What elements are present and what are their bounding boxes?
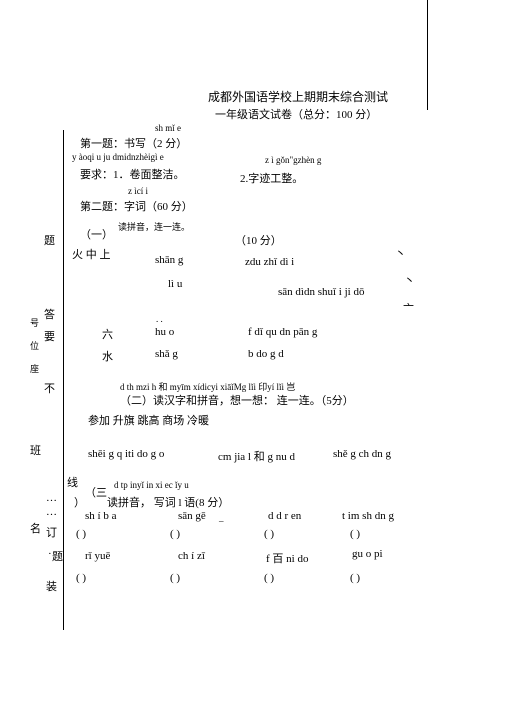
q1-py: sh mǐ e (155, 123, 181, 133)
p1-r3a: 六 (102, 326, 113, 342)
q1-req2: 2.字迹工整。 (240, 170, 303, 186)
p3-r2b: ch í zī (178, 550, 205, 562)
side-ming: 名 (30, 520, 41, 536)
side-ban: 班 (30, 442, 41, 458)
p1-py: 读拼音，连一连。 (118, 220, 190, 233)
p3-r1b-ul: _ (219, 513, 224, 523)
p1-r4b: shǎ g (155, 348, 178, 360)
q2-py: z ìcí i (128, 186, 148, 196)
p1-r4c: b do g d (248, 348, 284, 360)
p2-label: （二）读汉字和拼音，想一想： 连一连。（5分） (120, 392, 354, 408)
side-da: 答 (44, 306, 55, 322)
p1-r3b: hu o (155, 326, 174, 338)
title-2: 一年级语文试卷（总分：100 分） (215, 106, 377, 122)
side-ding: 订 (46, 524, 57, 540)
binding-line (63, 130, 64, 630)
q1-req1: 要求：1．卷面整洁。 (80, 166, 185, 182)
p1-r4a: 水 (102, 348, 113, 364)
p1-r2c: sān dìdn shuǐ i ji dō (278, 286, 364, 298)
q1-py2: y àoqi u ju dmidnzhèigì e (72, 152, 164, 162)
p3-r2a: rǐ yuē (85, 550, 110, 562)
p1-r1b: shān g (155, 254, 183, 266)
side-dots2: … (46, 506, 57, 518)
p1-r3c: f dǐ qu dn pān g (248, 326, 317, 338)
p1-label: （一） (80, 226, 113, 242)
side-bu: 不 (44, 380, 55, 396)
p3-p4: ( ) (350, 528, 360, 540)
p3-p6: ( ) (170, 572, 180, 584)
p1-tick2: 丶 (404, 272, 415, 288)
p3-label: （三 (85, 484, 107, 500)
p1-tick3: 亠 (403, 300, 414, 316)
p3-p7: ( ) (264, 572, 274, 584)
q1-py3: z ì gǒn"gzhèn g (265, 155, 321, 165)
p2-words: 参加 升旗 跳高 商场 冷暖 (88, 412, 209, 428)
p1-pts: （10 分） (235, 232, 282, 248)
p3-r2c: f 百 ni do (266, 550, 308, 566)
q1-label: 第一题：书写（2 分） (80, 135, 187, 151)
side-dots1: … (46, 492, 57, 504)
p1-r3b-dot: . . (156, 314, 163, 324)
p3-py: d tp inyǐ in xi ec ǐy u (114, 480, 189, 490)
p3-r1c: d d r en (268, 510, 301, 522)
p1-r1c: zdu zhǐ dì i (245, 256, 294, 268)
p3-r1b: sān gē (178, 510, 206, 522)
p3-close: ） (74, 494, 85, 510)
p1-tick: 丶 (395, 245, 406, 261)
p3-r1a: sh í b a (85, 510, 116, 522)
p3-p3: ( ) (264, 528, 274, 540)
p3-p2: ( ) (170, 528, 180, 540)
p3-p5: ( ) (76, 572, 86, 584)
q2-label: 第二题：字词（60 分） (80, 198, 193, 214)
p2-py1: shēi g q iti do g o (88, 448, 164, 460)
side-xian: 线 (67, 474, 78, 490)
p3-r1d: t im sh dn g (342, 510, 394, 522)
p3-r2d: gu o pi (352, 548, 383, 560)
side-seat: 号 位 座 (28, 318, 41, 375)
side-zhuang: 装 (46, 578, 57, 594)
p2-py3: shě g ch dn g (333, 448, 391, 460)
p3-p1: ( ) (76, 528, 86, 540)
p3-sub: 读拼音， 写词 l 语(8 分） (107, 494, 229, 510)
p1-r1a: 火 中 上 (72, 246, 111, 262)
right-divider (427, 0, 428, 110)
p3-p8: ( ) (350, 572, 360, 584)
title-1: 成都外国语学校上期期末综合测试 (208, 88, 388, 105)
p1-r2b: lì u (168, 278, 182, 290)
p2-py2: cm jia l 和 g nu d (218, 448, 295, 464)
side-ti: 题 (44, 232, 55, 248)
side-yao: 要 (44, 328, 55, 344)
side-ti2: 题 (52, 548, 63, 564)
